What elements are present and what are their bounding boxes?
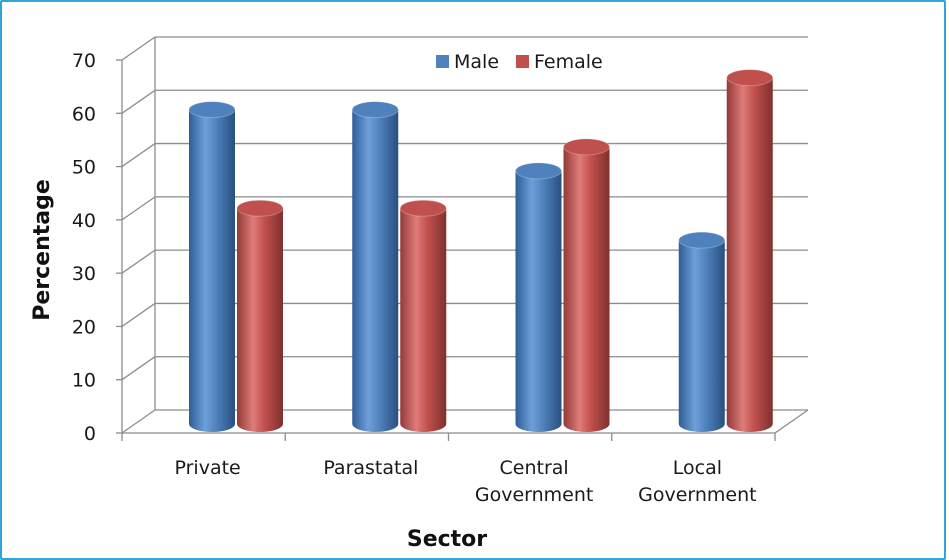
bar-female-1 <box>399 199 447 432</box>
bar-male-1 <box>351 101 399 432</box>
y-tick-label: 50 <box>72 157 96 179</box>
gridline-depth <box>121 409 156 434</box>
gridline-depth <box>121 89 156 114</box>
x-tick-label: Government <box>638 484 757 506</box>
axis-labels: 0 10 20 30 40 50 60 70 Private Parastatal Central G… <box>72 50 757 506</box>
y-tick-label: 10 <box>72 370 96 392</box>
bar-body <box>400 208 447 432</box>
bar-male-2 <box>515 162 562 432</box>
bar-male-3 <box>678 231 726 432</box>
y-axis-title: Percentage <box>30 179 55 321</box>
x-tick-label: Private <box>175 457 241 479</box>
floor-edge <box>774 409 809 434</box>
bar-top <box>236 199 284 217</box>
y-tick-label: 70 <box>72 50 96 72</box>
bar-top <box>515 162 562 180</box>
y-tick-label: 20 <box>72 316 96 338</box>
bar-body <box>726 77 773 433</box>
gridline-depth <box>121 302 156 327</box>
x-tick-label: Government <box>475 484 594 506</box>
gridline-depth <box>121 143 156 168</box>
x-tick-label: Parastatal <box>323 457 418 479</box>
gridline-depth <box>121 356 156 381</box>
axes <box>116 37 809 441</box>
bar-top <box>678 231 726 249</box>
bar-body <box>678 240 725 432</box>
bar-male-0 <box>188 101 236 432</box>
gridline-depth <box>121 36 156 61</box>
bar-top <box>351 101 399 119</box>
bar-body <box>563 146 610 432</box>
legend: Male Female <box>436 51 603 73</box>
y-tick-label: 0 <box>84 423 96 445</box>
legend-swatch-male <box>436 55 449 68</box>
bar-top <box>563 138 610 156</box>
bar-female-3 <box>726 69 774 433</box>
bar-female-0 <box>236 199 284 432</box>
legend-label-male: Male <box>454 51 499 73</box>
bar-top <box>726 69 774 87</box>
x-tick-label: Local <box>673 457 722 479</box>
y-tick-label: 40 <box>72 210 96 232</box>
x-tick-label: Central <box>500 457 569 479</box>
gridline-depth <box>121 196 156 221</box>
bar-body <box>515 170 562 432</box>
bar-body <box>189 109 235 432</box>
gridline-depth <box>121 249 156 274</box>
y-tick-label: 60 <box>72 103 96 125</box>
bar-female-2 <box>563 138 610 432</box>
x-axis-title: Sector <box>407 527 487 551</box>
bar-body <box>352 109 399 432</box>
bar-top <box>399 199 447 217</box>
bars <box>188 69 774 433</box>
bar-top <box>188 101 236 119</box>
bar-body <box>237 208 283 432</box>
legend-swatch-female <box>516 55 529 68</box>
y-tick-label: 30 <box>72 263 96 285</box>
legend-label-female: Female <box>534 51 603 73</box>
